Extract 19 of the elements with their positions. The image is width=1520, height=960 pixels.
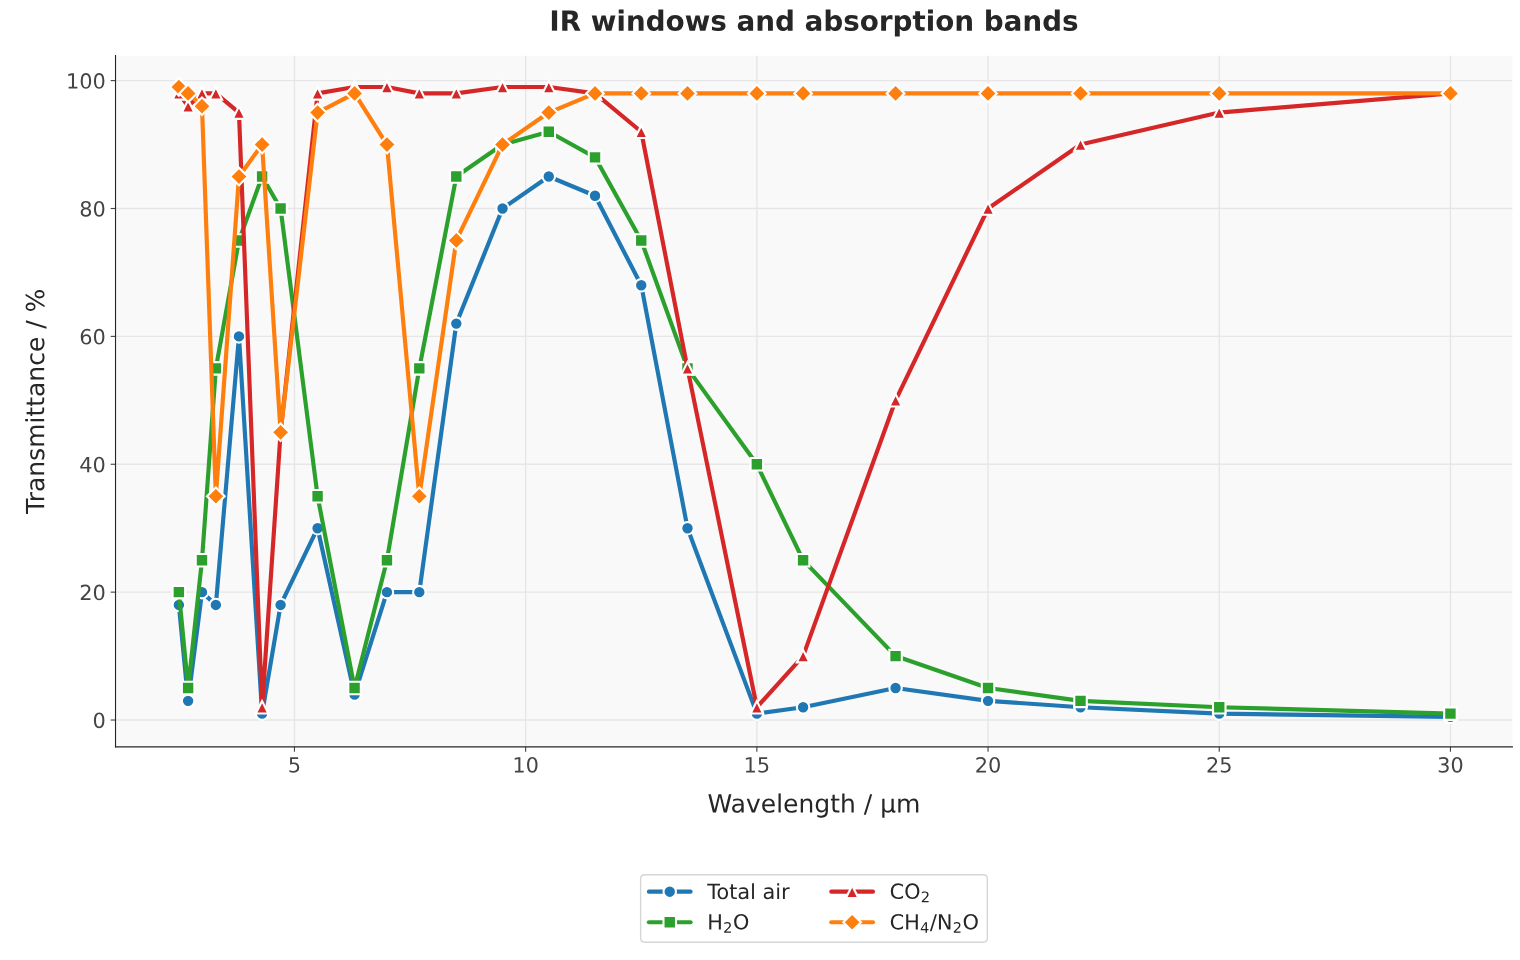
y-tick-label: 80	[80, 200, 105, 217]
legend-label: CO$_{2}$	[890, 883, 929, 903]
x-tick-label: 20	[976, 756, 1000, 773]
legend-label: CH$_{4}$/N$_{2}$O	[890, 913, 978, 933]
y-tick-label: 60	[80, 328, 105, 345]
x-tick-label: 10	[514, 756, 538, 773]
x-tick-label: 25	[1207, 756, 1231, 773]
y-tick-label: 20	[80, 584, 105, 601]
y-axis-title: Transmittance / %	[25, 290, 47, 515]
legend-label: H$_{2}$O	[709, 913, 749, 933]
legend-label: Total air	[707, 883, 790, 900]
y-tick-label: 100	[68, 73, 105, 89]
x-axis-title: Wavelength / µm	[708, 793, 919, 818]
chart-title: IR windows and absorption bands	[551, 9, 1078, 37]
y-tick-label: 40	[80, 456, 105, 473]
x-tick-label: 15	[745, 757, 769, 773]
x-tick-label: 5	[289, 757, 300, 773]
y-tick-label: 0	[93, 712, 105, 729]
x-tick-label: 30	[1438, 756, 1463, 773]
